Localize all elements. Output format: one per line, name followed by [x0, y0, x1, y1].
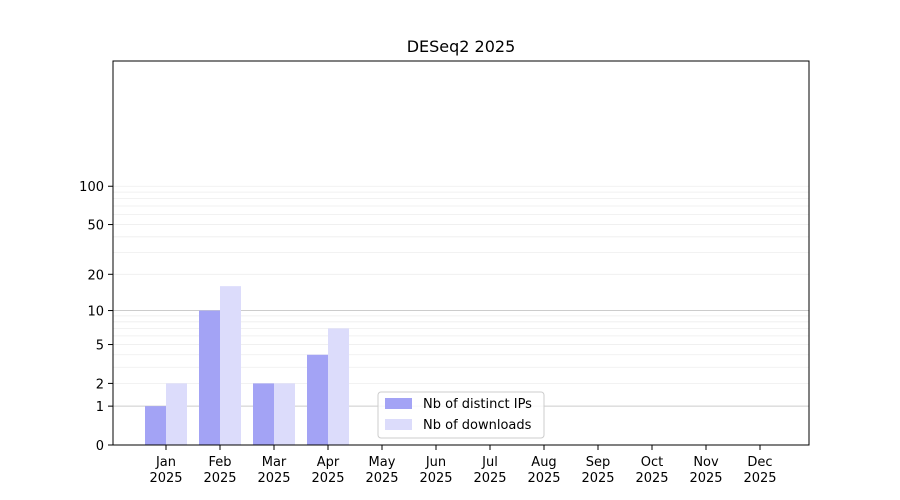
- bar-downloads: [328, 328, 349, 445]
- x-tick-label-month: Mar: [262, 455, 287, 470]
- x-tick-label-year: 2025: [419, 471, 452, 486]
- x-tick-label-month: Jun: [425, 455, 446, 470]
- plot-frame: [112, 60, 810, 446]
- legend-box: [377, 391, 545, 439]
- x-tick-label-year: 2025: [311, 471, 344, 486]
- x-tick-label-year: 2025: [635, 471, 668, 486]
- y-tick-label: 50: [87, 219, 104, 234]
- bar-distinct-ips: [145, 406, 166, 445]
- bar-downloads: [274, 383, 295, 445]
- x-tick-label-year: 2025: [203, 471, 236, 486]
- x-tick-label-month: Feb: [208, 455, 231, 470]
- x-tick-label-year: 2025: [581, 471, 614, 486]
- bar-downloads: [220, 286, 241, 445]
- legend-swatch: [385, 398, 412, 409]
- legend-label: Nb of downloads: [423, 418, 532, 433]
- x-axis: Jan2025Feb2025Mar2025Apr2025May2025Jun20…: [149, 445, 777, 486]
- x-tick-label-year: 2025: [473, 471, 506, 486]
- y-tick-label: 10: [87, 305, 104, 320]
- x-tick-label-year: 2025: [743, 471, 776, 486]
- x-tick-label-month: May: [369, 455, 396, 470]
- y-tick-label: 5: [96, 339, 104, 354]
- legend-swatch: [385, 419, 412, 430]
- x-tick-label-month: Jan: [155, 455, 176, 470]
- x-tick-label-month: Dec: [747, 455, 772, 470]
- x-tick-label-month: Oct: [641, 455, 663, 470]
- x-tick-label-year: 2025: [257, 471, 290, 486]
- x-tick-label-year: 2025: [689, 471, 722, 486]
- bar-distinct-ips: [253, 383, 274, 445]
- y-axis: 0 1 2 5 10 20 50 100: [79, 180, 113, 454]
- bar-distinct-ips: [307, 354, 328, 445]
- bars: [145, 286, 349, 445]
- x-tick-label-year: 2025: [149, 471, 182, 486]
- x-tick-label-month: Jul: [481, 455, 498, 470]
- y-tick-label: 1: [96, 400, 104, 415]
- y-tick-label: 2: [96, 377, 104, 392]
- chart-title: DESeq2 2025: [407, 37, 516, 56]
- x-tick-label-month: Aug: [531, 455, 556, 470]
- x-tick-label-month: Apr: [317, 455, 340, 470]
- y-tick-label: 100: [79, 180, 104, 195]
- x-tick-label-year: 2025: [527, 471, 560, 486]
- x-tick-label-year: 2025: [365, 471, 398, 486]
- y-tick-label: 0: [96, 439, 104, 454]
- bar-downloads: [166, 383, 187, 445]
- x-tick-label-month: Sep: [586, 455, 611, 470]
- bar-distinct-ips: [199, 310, 220, 445]
- y-tick-label: 20: [87, 268, 104, 283]
- legend: Nb of distinct IPs Nb of downloads: [377, 391, 545, 439]
- legend-label: Nb of distinct IPs: [423, 397, 532, 412]
- x-tick-label-month: Nov: [693, 455, 719, 470]
